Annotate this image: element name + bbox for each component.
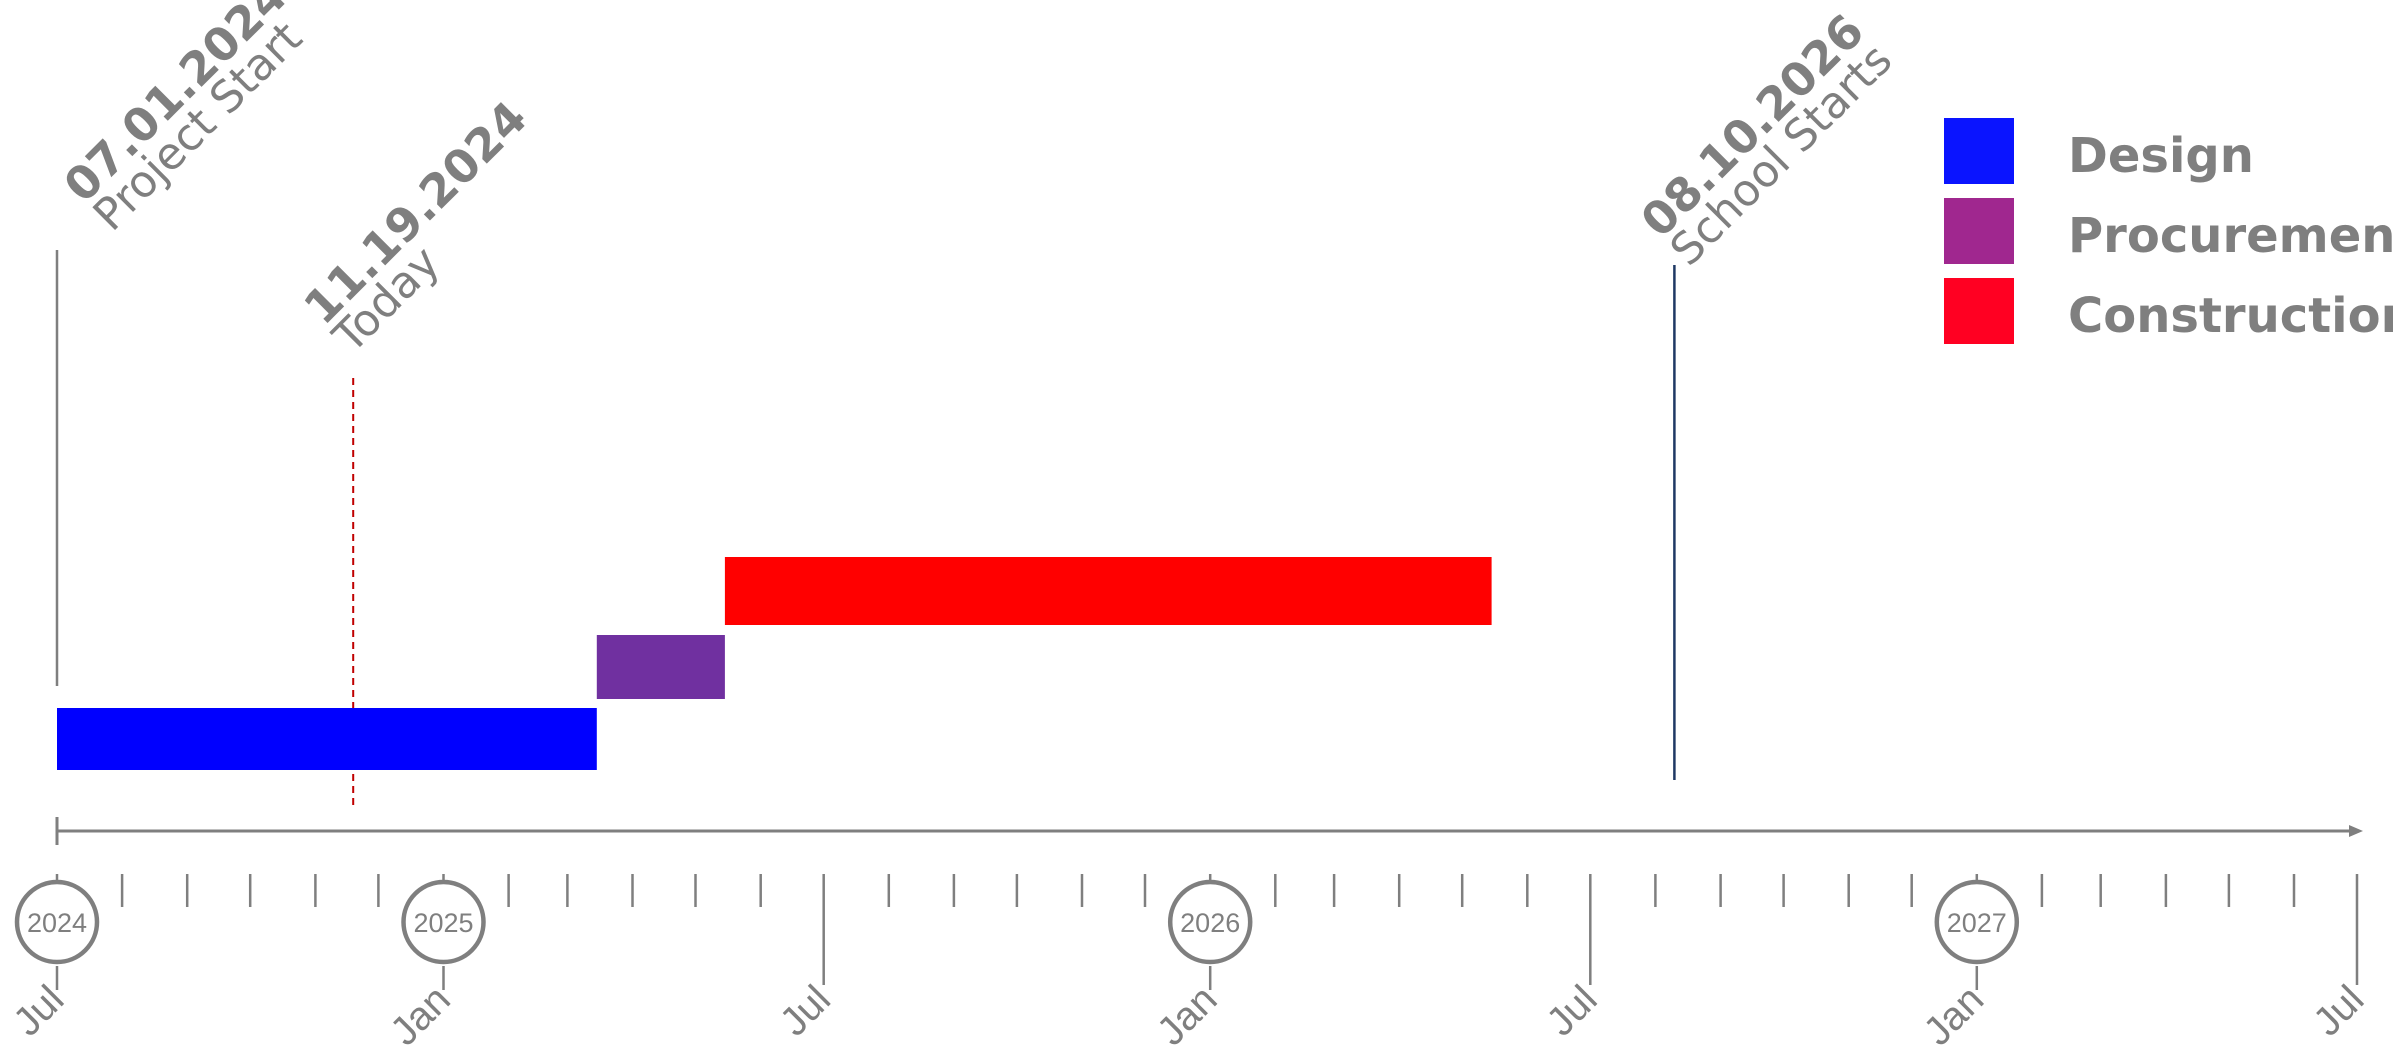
milestone-lines [55, 250, 1676, 808]
task-bar-construction [724, 557, 1492, 625]
year-label: 2025 [413, 908, 473, 938]
legend: Design Procurement Construction [1944, 118, 2393, 344]
year-marker-circle [14, 879, 100, 965]
task-bar-design [57, 708, 597, 770]
legend-swatch-design [1944, 118, 2014, 184]
year-marker-circle [1167, 879, 1253, 965]
month-label: Jan [1915, 977, 1992, 1048]
month-label: Jul [5, 977, 72, 1044]
axis-arrow-icon [2349, 825, 2363, 837]
legend-label-procurement: Procurement [2068, 208, 2393, 264]
task-bar-procurement [596, 635, 725, 699]
legend-label-construction: Construction [2068, 288, 2393, 344]
timeline-axis: 2024 2025 2026 2027 Jul Jan Jul Jan Jul Jan Jul [5, 817, 2372, 1048]
month-label: Jan [1149, 977, 1226, 1048]
year-marker-circle [401, 879, 486, 965]
month-label: Jan [382, 977, 459, 1048]
month-label: Jul [2305, 977, 2372, 1044]
month-label: Jul [772, 977, 839, 1044]
year-label: 2024 [27, 908, 87, 938]
task-bars [57, 557, 1492, 770]
year-marker-circle [1934, 879, 2020, 965]
year-label: 2027 [1947, 908, 2007, 938]
year-label: 2026 [1180, 908, 1240, 938]
legend-swatch-procurement [1944, 198, 2014, 264]
legend-swatch-construction [1944, 278, 2014, 344]
month-label: Jul [1538, 977, 1605, 1044]
legend-label-design: Design [2068, 128, 2254, 184]
